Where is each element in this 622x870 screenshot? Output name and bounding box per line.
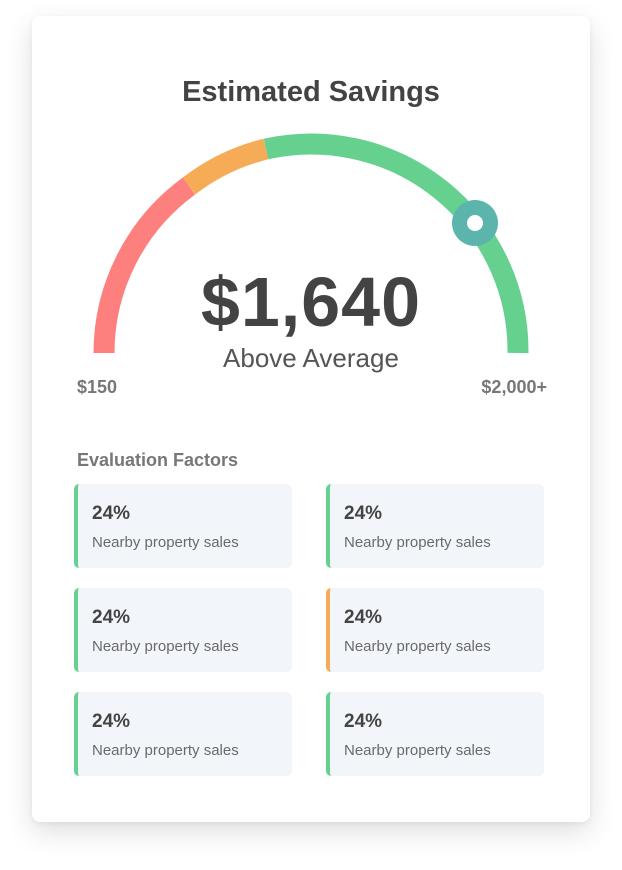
factor-card: 24% Nearby property sales: [74, 588, 292, 672]
savings-gauge: [93, 133, 529, 354]
factor-percent: 24%: [344, 503, 383, 524]
factors-heading: Evaluation Factors: [77, 450, 239, 470]
gauge-max-label: $2,000+: [481, 377, 547, 397]
gauge-marker: [452, 200, 498, 246]
factor-card: 24% Nearby property sales: [74, 692, 292, 776]
factors-grid: 24% Nearby property sales 24% Nearby pro…: [74, 484, 544, 776]
factor-percent: 24%: [92, 711, 131, 732]
factor-label: Nearby property sales: [344, 742, 491, 759]
savings-card: Estimated Savings $1,640 Above Average $…: [32, 16, 590, 822]
gauge-segment-mid: [182, 138, 269, 195]
factor-card: 24% Nearby property sales: [74, 484, 292, 568]
card-title: Estimated Savings: [182, 76, 440, 108]
factor-label: Nearby property sales: [92, 534, 239, 551]
savings-rating: Above Average: [223, 343, 399, 373]
factor-percent: 24%: [92, 503, 131, 524]
factor-percent: 24%: [344, 711, 383, 732]
factor-card: 24% Nearby property sales: [326, 588, 544, 672]
factor-card: 24% Nearby property sales: [326, 484, 544, 568]
gauge-segment-low: [93, 177, 196, 354]
factor-label: Nearby property sales: [92, 638, 239, 655]
factor-card: 24% Nearby property sales: [326, 692, 544, 776]
gauge-min-label: $150: [77, 377, 118, 397]
factor-label: Nearby property sales: [92, 742, 239, 759]
factor-label: Nearby property sales: [344, 534, 491, 551]
factor-label: Nearby property sales: [344, 638, 491, 655]
factor-percent: 24%: [92, 607, 131, 628]
gauge-segment-high: [263, 133, 529, 354]
factor-percent: 24%: [344, 607, 383, 628]
savings-amount: $1,640: [200, 263, 422, 341]
